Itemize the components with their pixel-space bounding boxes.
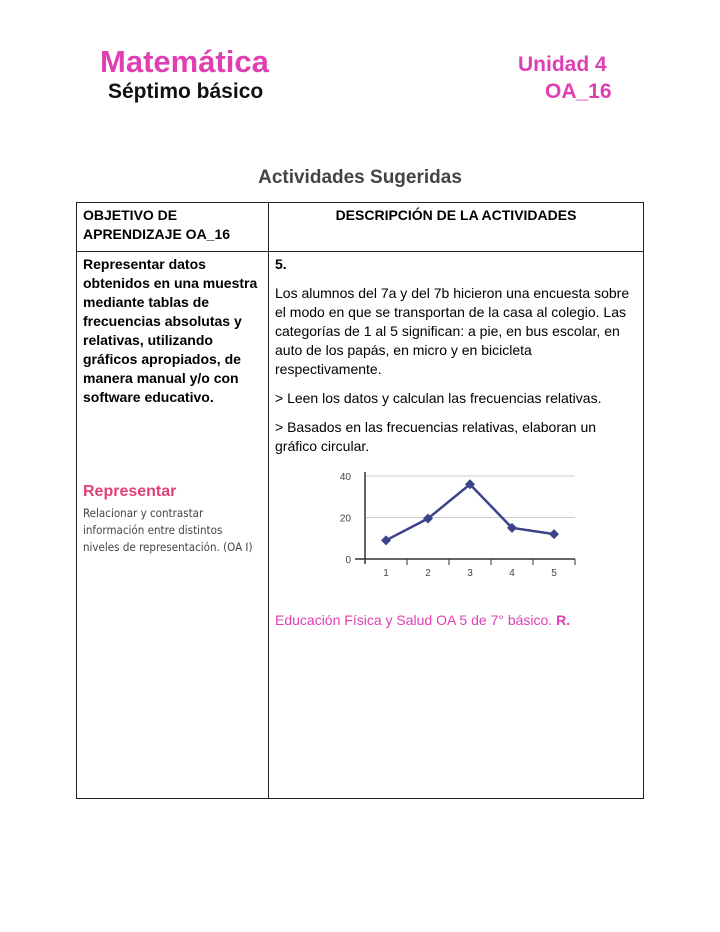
x-tick-label: 2 [425,568,431,579]
x-tick-label: 3 [467,568,473,579]
activity-paragraph: Los alumnos del 7a y del 7b hicieron una… [275,285,630,377]
x-tick-label: 5 [551,568,557,579]
activities-table: OBJETIVO DE APRENDIZAJE OA_16 DESCRIPCIÓ… [76,202,644,799]
col2-header: DESCRIPCIÓN DE LA ACTIVIDADES [268,202,644,252]
y-tick-label: 20 [340,514,352,525]
unit-label: Unidad 4 [518,53,607,76]
x-tick-label: 4 [509,568,515,579]
level-title: Séptimo básico [108,80,264,103]
line-chart: 0 20 40 1 2 3 4 5 [340,472,576,579]
section-title: Actividades Sugeridas [258,167,462,188]
oa-label: OA_16 [545,80,612,103]
y-tick-label: 40 [340,472,352,483]
data-point [423,513,433,524]
objective-text: Representar datos obtenidos en una muest… [83,256,258,405]
data-line [385,482,555,542]
activity-step: > Leen los datos y calculan las frecuenc… [275,390,602,406]
objective-cell: Representar datos obtenidos en una muest… [76,251,269,799]
data-point [381,535,391,546]
activity-step: > Basados en las frecuencias relativas, … [275,419,597,454]
data-point [507,522,517,533]
skill-text: Relacionar y contrastar información entr… [83,506,253,554]
data-point [465,479,475,490]
activity-number: 5. [275,256,287,272]
col1-header: OBJETIVO DE APRENDIZAJE OA_16 [76,202,269,252]
y-tick-label: 0 [345,555,351,566]
description-cell: 5. Los alumnos del 7a y del 7b hicieron … [268,251,644,799]
reference-mark: R. [556,612,571,628]
skill-title: Representar [83,483,177,500]
data-point [549,529,559,540]
reference-text: Educación Física y Salud OA 5 de 7° bási… [275,612,553,628]
x-tick-label: 1 [383,568,389,579]
subject-title: Matemática [100,44,269,79]
